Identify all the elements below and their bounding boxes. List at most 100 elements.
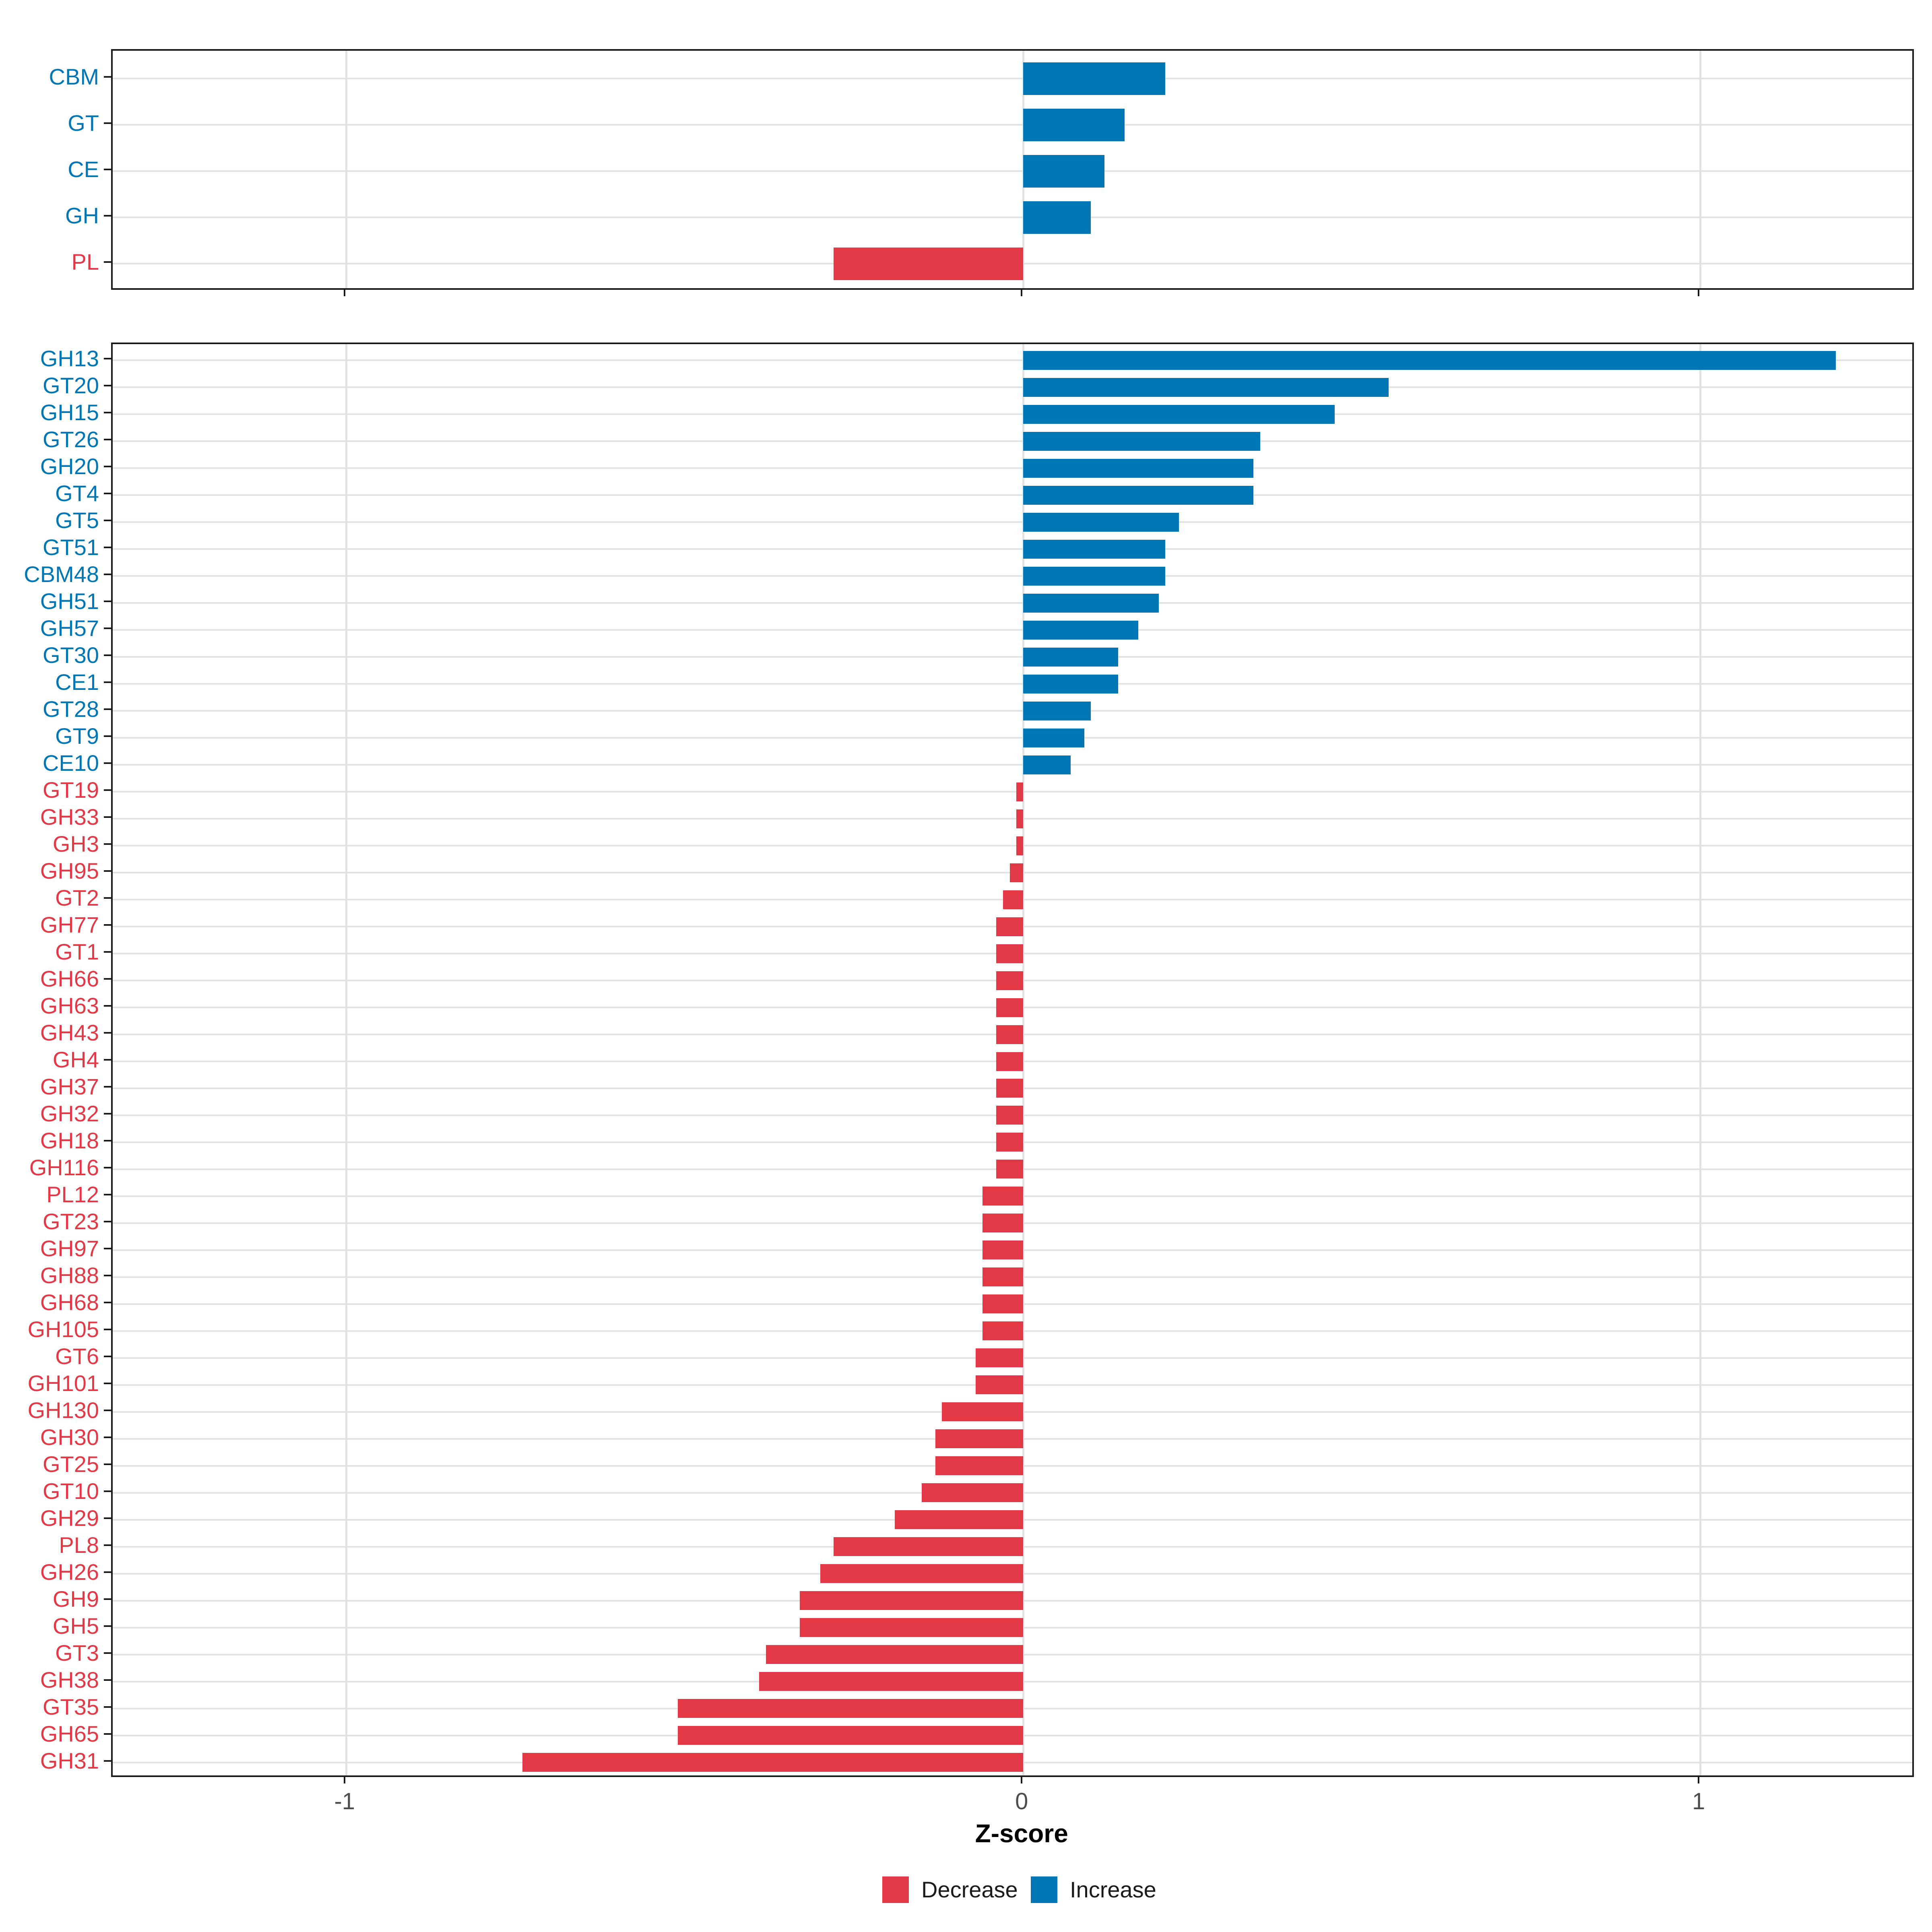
- y-tick: [104, 412, 111, 414]
- bar-GH4: [996, 1052, 1024, 1071]
- bar-GH26: [820, 1564, 1024, 1583]
- bar-GH37: [996, 1079, 1024, 1098]
- y-tick: [104, 385, 111, 387]
- y-tick: [104, 439, 111, 441]
- y-axis-label-GT20: GT20: [42, 373, 99, 398]
- y-axis-label-GH63: GH63: [40, 993, 99, 1018]
- y-tick: [104, 1733, 111, 1735]
- y-axis-label-GT30: GT30: [42, 642, 99, 668]
- bar-GT9: [1023, 728, 1084, 747]
- bar-PL12: [983, 1187, 1024, 1206]
- y-axis-label-GH95: GH95: [40, 858, 99, 884]
- y-axis-label-GH4: GH4: [52, 1047, 99, 1072]
- y-tick: [104, 1032, 111, 1034]
- bar-GH33: [1016, 809, 1024, 828]
- y-tick: [104, 261, 111, 263]
- bar-GH29: [894, 1510, 1024, 1530]
- bar-GT28: [1023, 701, 1091, 720]
- bar-GH88: [983, 1267, 1024, 1287]
- y-axis-label-GT1: GT1: [55, 939, 99, 965]
- y-tick: [104, 1544, 111, 1546]
- y-axis-label-GT3: GT3: [55, 1640, 99, 1666]
- y-tick: [104, 627, 111, 630]
- y-tick: [104, 358, 111, 360]
- y-tick: [104, 122, 111, 124]
- y-grid-line: [113, 818, 1912, 820]
- y-tick: [104, 978, 111, 980]
- y-axis-label-GH37: GH37: [40, 1073, 99, 1099]
- y-grid-line: [113, 170, 1912, 172]
- y-tick: [104, 1625, 111, 1627]
- bar-GH66: [996, 971, 1024, 990]
- y-axis-label-GT26: GT26: [42, 427, 99, 452]
- x-tick-label: 1: [1692, 1788, 1705, 1814]
- y-axis-label-GT5: GT5: [55, 508, 99, 533]
- bottom-panel: [111, 343, 1914, 1777]
- y-tick: [104, 762, 111, 764]
- y-axis-label-GH68: GH68: [40, 1289, 99, 1315]
- bar-GT35: [678, 1699, 1024, 1718]
- y-axis-label-GH97: GH97: [40, 1235, 99, 1261]
- y-tick: [104, 1166, 111, 1168]
- x-tick-label: -1: [334, 1788, 355, 1814]
- bar-GT26: [1023, 431, 1260, 451]
- y-tick: [104, 1220, 111, 1222]
- y-grid-line: [113, 521, 1912, 523]
- y-grid-line: [113, 656, 1912, 658]
- y-grid-line: [113, 386, 1912, 388]
- y-axis-label-GH20: GH20: [40, 454, 99, 479]
- y-tick: [104, 897, 111, 899]
- bar-GH38: [759, 1672, 1024, 1691]
- bar-GT: [1023, 108, 1125, 141]
- bar-GH97: [983, 1241, 1024, 1260]
- bar-GT3: [766, 1645, 1024, 1664]
- bar-PL: [834, 247, 1024, 280]
- bar-PL8: [834, 1537, 1024, 1556]
- y-tick: [104, 708, 111, 710]
- y-tick: [104, 1679, 111, 1681]
- y-grid-line: [113, 764, 1912, 766]
- bar-GT4: [1023, 485, 1254, 505]
- bar-GH77: [996, 917, 1024, 936]
- y-tick: [104, 843, 111, 845]
- y-grid-line: [113, 467, 1912, 469]
- y-axis-label-GT10: GT10: [42, 1478, 99, 1504]
- x-grid-line: [345, 51, 348, 288]
- y-axis-label-GH: GH: [65, 203, 99, 228]
- y-axis-label-CE: CE: [68, 157, 99, 182]
- y-tick: [104, 951, 111, 953]
- y-axis-label-GH18: GH18: [40, 1127, 99, 1153]
- y-axis-label-GH51: GH51: [40, 588, 99, 614]
- y-grid-line: [113, 737, 1912, 739]
- y-tick: [104, 493, 111, 495]
- y-axis-label-PL12: PL12: [46, 1181, 99, 1207]
- y-tick: [104, 1760, 111, 1762]
- x-tick: [344, 1777, 346, 1783]
- y-grid-line: [113, 413, 1912, 415]
- y-axis-label-GH65: GH65: [40, 1721, 99, 1746]
- y-tick: [104, 520, 111, 522]
- y-axis-label-GH26: GH26: [40, 1559, 99, 1585]
- y-tick: [104, 1274, 111, 1276]
- legend-key-decrease: [882, 1876, 909, 1903]
- y-tick: [104, 1113, 111, 1115]
- x-tick: [1021, 1777, 1023, 1783]
- y-tick: [104, 1598, 111, 1600]
- bar-GH116: [996, 1160, 1024, 1179]
- x-tick: [344, 290, 346, 296]
- y-tick: [104, 1086, 111, 1088]
- y-tick: [104, 169, 111, 170]
- y-axis-label-GT9: GT9: [55, 723, 99, 749]
- y-axis-label-PL: PL: [71, 249, 99, 275]
- top-panel: [111, 49, 1914, 290]
- y-grid-line: [113, 217, 1912, 218]
- y-tick: [104, 654, 111, 656]
- y-axis-label-GH38: GH38: [40, 1667, 99, 1693]
- y-tick: [104, 1247, 111, 1249]
- bar-GT20: [1023, 378, 1389, 397]
- y-axis-label-PL8: PL8: [59, 1532, 99, 1558]
- y-axis-label-GH30: GH30: [40, 1424, 99, 1450]
- bar-GH32: [996, 1106, 1024, 1125]
- bar-GH3: [1016, 836, 1024, 855]
